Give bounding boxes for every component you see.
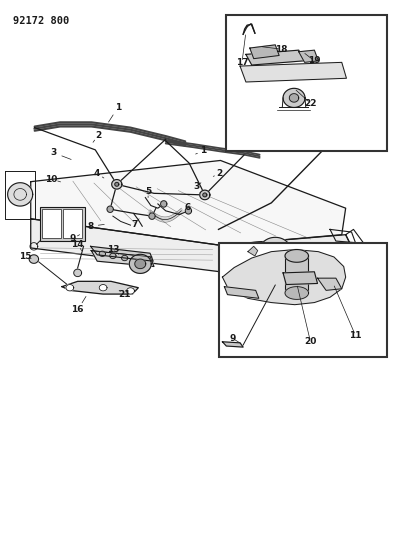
Text: 7: 7 xyxy=(131,220,138,229)
Bar xyxy=(40,207,85,241)
Text: 9: 9 xyxy=(70,234,76,243)
Bar xyxy=(43,209,61,238)
Polygon shape xyxy=(240,62,346,82)
Polygon shape xyxy=(289,94,299,102)
Polygon shape xyxy=(221,235,361,272)
Polygon shape xyxy=(91,246,153,261)
Text: 2: 2 xyxy=(217,169,223,178)
Text: 9: 9 xyxy=(229,334,235,343)
Text: 14: 14 xyxy=(71,240,84,249)
Text: 3: 3 xyxy=(50,148,56,157)
Polygon shape xyxy=(285,287,309,300)
Polygon shape xyxy=(223,342,243,347)
Text: 11: 11 xyxy=(349,331,362,340)
Polygon shape xyxy=(203,193,207,197)
Polygon shape xyxy=(115,182,119,186)
Polygon shape xyxy=(149,213,155,219)
Polygon shape xyxy=(135,259,146,269)
Text: 1: 1 xyxy=(115,103,121,112)
Polygon shape xyxy=(248,246,258,256)
Text: 2: 2 xyxy=(95,131,102,140)
Text: 6: 6 xyxy=(184,203,190,212)
Text: 18: 18 xyxy=(275,45,287,54)
Text: 19: 19 xyxy=(308,56,321,65)
Polygon shape xyxy=(126,288,134,294)
Polygon shape xyxy=(29,255,39,263)
Text: 8: 8 xyxy=(87,222,94,231)
Polygon shape xyxy=(299,50,318,62)
Text: 15: 15 xyxy=(19,253,31,262)
Polygon shape xyxy=(283,272,318,285)
Polygon shape xyxy=(66,285,74,291)
Polygon shape xyxy=(31,160,346,245)
Text: 16: 16 xyxy=(71,305,84,314)
Polygon shape xyxy=(7,183,33,206)
Text: 13: 13 xyxy=(107,245,119,254)
Polygon shape xyxy=(31,219,221,272)
Polygon shape xyxy=(74,269,82,277)
Polygon shape xyxy=(185,208,191,214)
Polygon shape xyxy=(285,249,309,262)
Bar xyxy=(219,243,387,357)
Text: 92172 800: 92172 800 xyxy=(13,15,69,26)
Polygon shape xyxy=(200,190,210,200)
Polygon shape xyxy=(260,237,291,264)
Text: 22: 22 xyxy=(304,99,317,108)
Polygon shape xyxy=(99,285,107,291)
Polygon shape xyxy=(129,254,151,273)
Polygon shape xyxy=(246,50,305,65)
Bar xyxy=(226,14,387,151)
Polygon shape xyxy=(99,251,106,256)
Polygon shape xyxy=(250,45,279,59)
Polygon shape xyxy=(62,281,138,294)
Polygon shape xyxy=(223,249,346,305)
Polygon shape xyxy=(225,287,259,298)
Polygon shape xyxy=(121,255,128,261)
Polygon shape xyxy=(283,88,305,108)
Text: 3: 3 xyxy=(194,182,200,191)
Text: 17: 17 xyxy=(236,58,248,67)
Text: 5: 5 xyxy=(145,187,151,196)
Bar xyxy=(285,256,309,293)
Polygon shape xyxy=(91,251,154,266)
Text: 20: 20 xyxy=(304,337,317,346)
Polygon shape xyxy=(318,278,342,290)
Text: 1: 1 xyxy=(200,147,206,156)
Text: 10: 10 xyxy=(45,174,58,183)
Polygon shape xyxy=(110,253,116,259)
Text: 21: 21 xyxy=(118,289,131,298)
Text: 4: 4 xyxy=(94,169,100,178)
Bar xyxy=(63,209,82,238)
Polygon shape xyxy=(161,201,167,207)
Polygon shape xyxy=(107,206,113,213)
Polygon shape xyxy=(112,180,122,189)
